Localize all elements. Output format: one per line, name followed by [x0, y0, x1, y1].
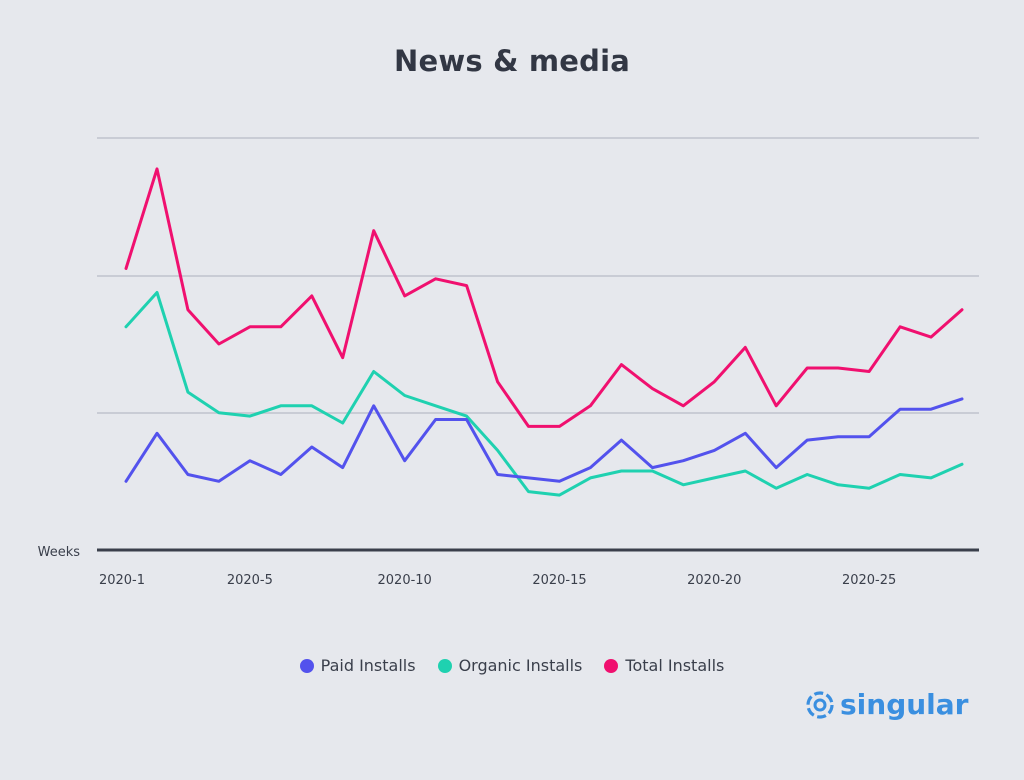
singular-logo-icon — [806, 690, 834, 719]
legend-label-organic: Organic Installs — [458, 656, 583, 675]
legend-label-total: Total Installs — [625, 656, 725, 675]
legend-item-paid: Paid Installs — [299, 656, 416, 675]
legend-swatch-organic — [437, 658, 452, 673]
x-tick-label: 2020-10 — [378, 573, 432, 588]
legend-item-total: Total Installs — [604, 656, 724, 675]
brand-logo: singular — [806, 688, 968, 721]
x-tick-label: 2020-15 — [532, 573, 586, 588]
x-axis-label: Weeks — [38, 545, 81, 560]
x-tick-label: 2020-20 — [687, 573, 741, 588]
chart-legend: Paid Installs Organic Installs Total Ins… — [0, 656, 1024, 675]
x-tick-label: 2020-1 — [99, 573, 145, 588]
x-axis-ticks: 2020-1 2020-5 2020-10 2020-15 2020-20 2020-25 — [99, 573, 896, 588]
x-tick-label: 2020-5 — [227, 573, 273, 588]
series-lines — [124, 167, 964, 497]
brand-name: singular — [840, 688, 969, 721]
series-line-organic — [124, 291, 964, 497]
x-tick-label: 2020-25 — [842, 573, 896, 588]
legend-item-organic: Organic Installs — [437, 656, 583, 675]
legend-label-paid: Paid Installs — [320, 656, 416, 675]
series-line-total — [124, 167, 964, 428]
chart-title: News & media — [393, 44, 631, 78]
series-line-paid — [124, 397, 964, 483]
legend-swatch-paid — [299, 658, 314, 673]
gridlines — [97, 137, 979, 414]
legend-swatch-total — [604, 658, 619, 673]
